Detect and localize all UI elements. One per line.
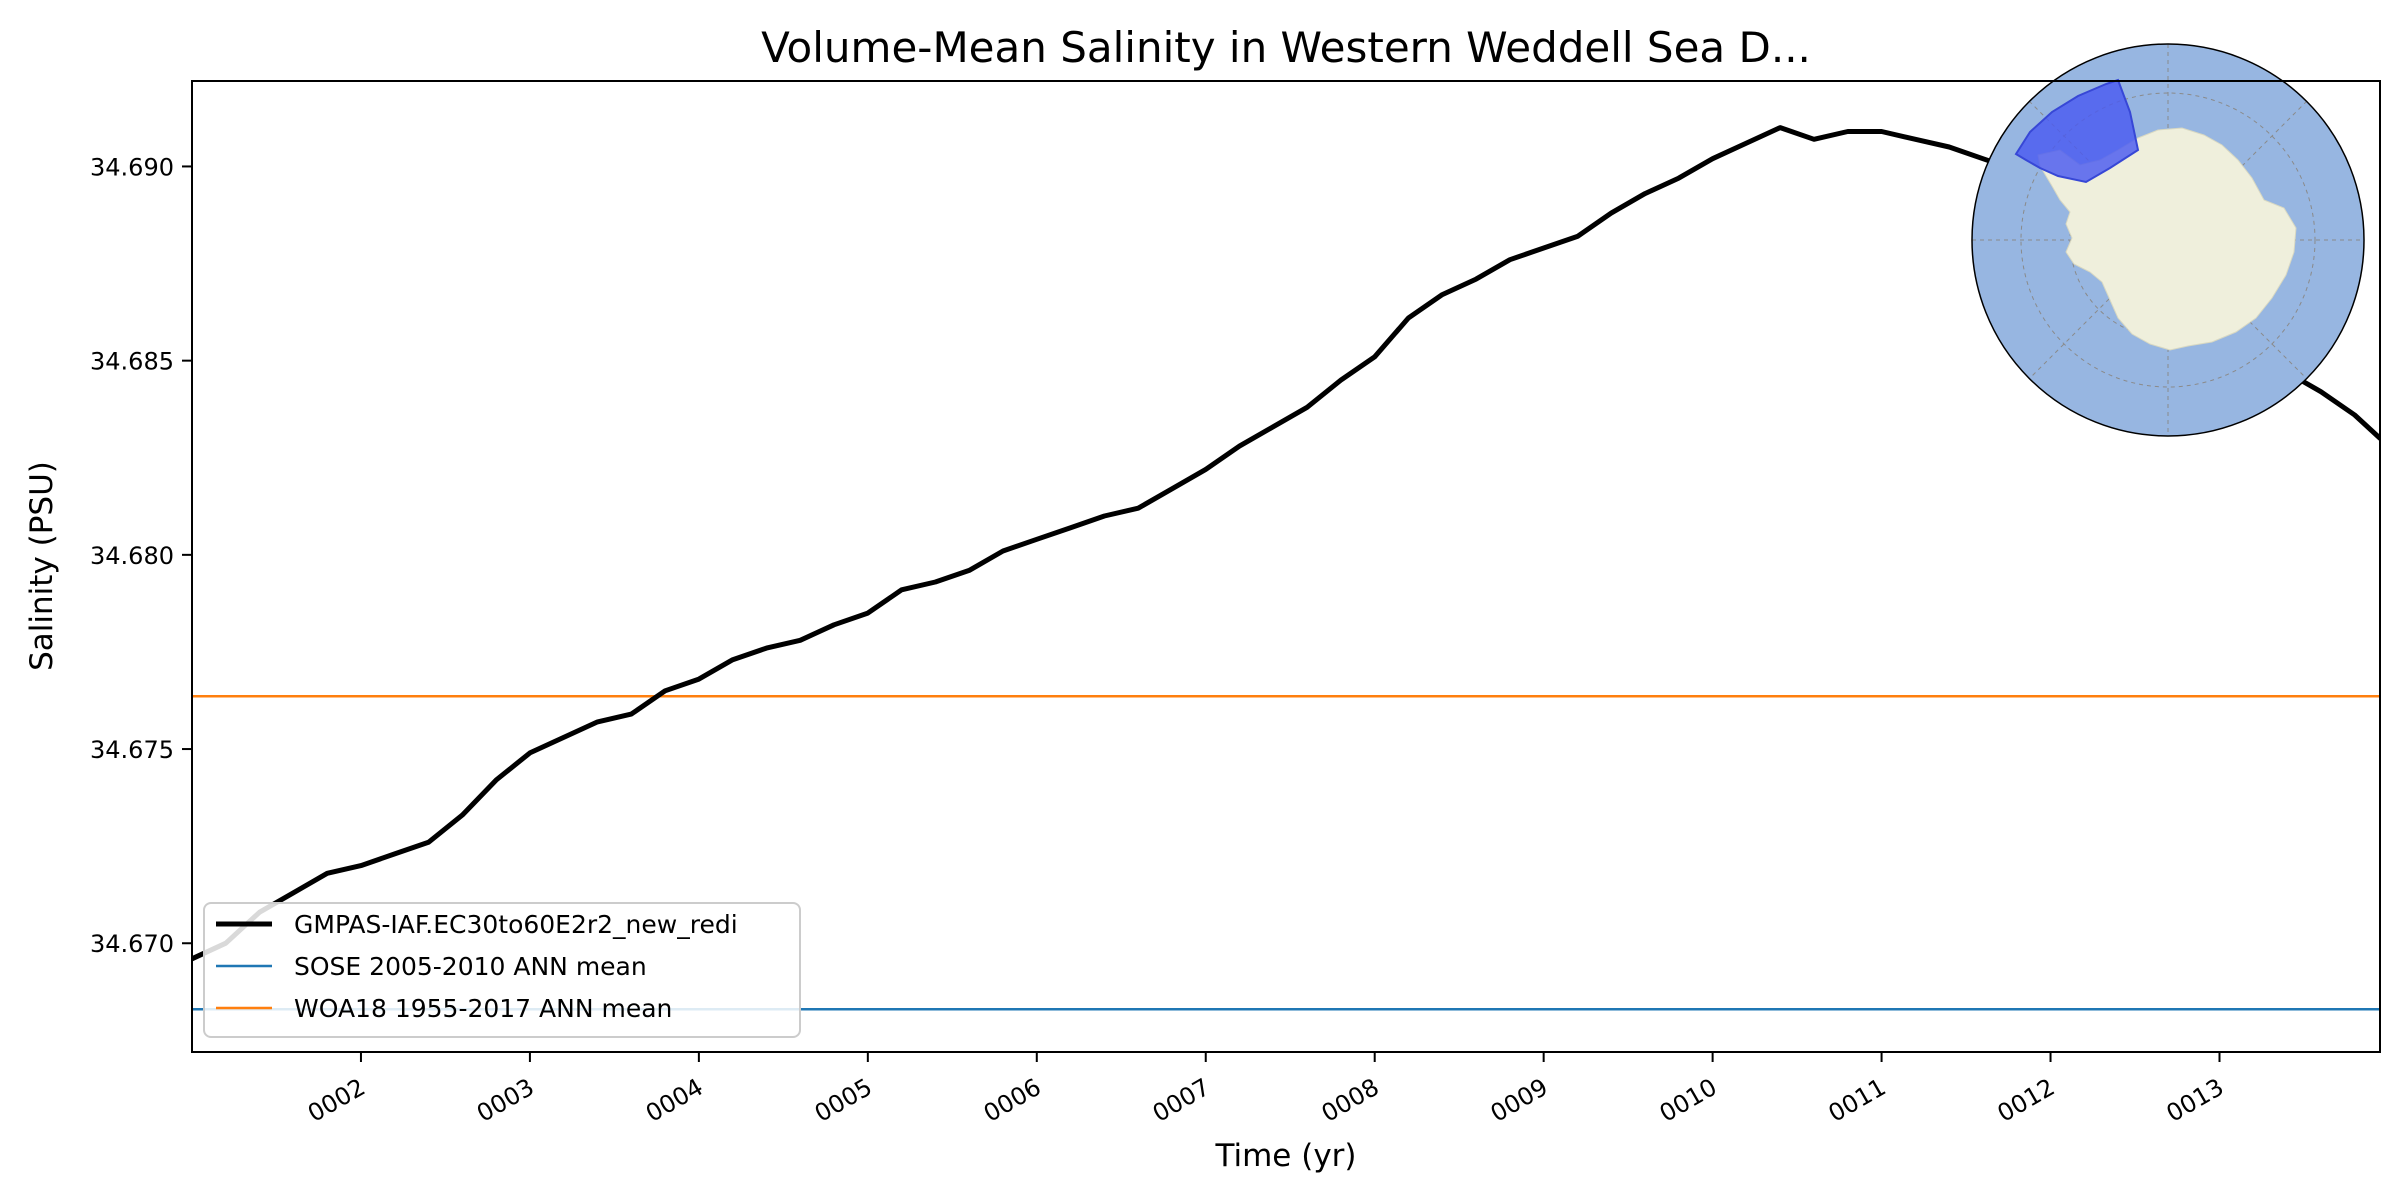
x-tick-label: 0008 (1317, 1073, 1384, 1128)
x-tick-label: 0010 (1655, 1073, 1722, 1128)
x-tick-label: 0004 (641, 1073, 708, 1128)
x-axis: 0002 0003 0004 0005 0006 0007 0008 0009 0010 0011… (303, 1052, 2228, 1128)
legend-label-woa18: WOA18 1955-2017 ANN mean (294, 994, 672, 1023)
x-tick-label: 0002 (303, 1073, 370, 1128)
x-tick-label: 0013 (2162, 1073, 2229, 1128)
y-tick-label: 34.685 (90, 348, 174, 376)
y-axis: 34.670 34.675 34.680 34.685 34.690 (90, 153, 192, 958)
chart-title: Volume-Mean Salinity in Western Weddell … (761, 23, 1811, 72)
y-axis-label: Salinity (PSU) (24, 461, 60, 671)
inset-highlighted-region (2014, 78, 2140, 184)
y-tick-label: 34.670 (90, 930, 174, 958)
x-tick-label: 0012 (1993, 1073, 2060, 1128)
legend-label-sose: SOSE 2005-2010 ANN mean (294, 952, 647, 981)
x-tick-label: 0011 (1824, 1073, 1891, 1128)
x-tick-label: 0009 (1486, 1073, 1553, 1128)
x-tick-label: 0007 (1148, 1073, 1215, 1128)
inset-border (1971, 43, 2365, 437)
x-tick-label: 0005 (810, 1073, 877, 1128)
x-tick-label: 0003 (472, 1073, 539, 1128)
x-axis-label: Time (yr) (1215, 1138, 1357, 1174)
y-tick-label: 34.690 (90, 153, 174, 181)
y-tick-label: 34.675 (90, 736, 174, 764)
plot-frame (191, 80, 2381, 1053)
antarctic-inset-map (1971, 43, 2365, 437)
inset-antarctica (2037, 127, 2297, 351)
y-tick-label: 34.680 (90, 542, 174, 570)
legend-label-model: GMPAS-IAF.EC30to60E2r2_new_redi (294, 910, 738, 939)
legend: GMPAS-IAF.EC30to60E2r2_new_redi SOSE 200… (203, 902, 801, 1038)
x-tick-label: 0006 (979, 1073, 1046, 1128)
legend-frame (203, 902, 801, 1038)
